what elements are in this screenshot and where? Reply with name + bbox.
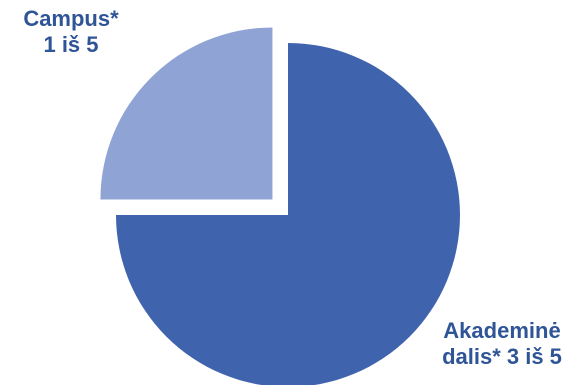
data-label-campus-line-1: Campus* <box>23 6 119 31</box>
data-label-akademine-dalis-line-2: dalis* 3 iš 5 <box>442 344 562 369</box>
pie-slice-akademine-dalis <box>116 43 460 385</box>
data-label-akademine-dalis-line-1: Akademinė <box>443 318 561 343</box>
data-label-akademine-dalis: Akademinė dalis* 3 iš 5 <box>418 318 579 370</box>
data-label-campus-line-2: 1 iš 5 <box>43 32 99 57</box>
data-label-campus: Campus* 1 iš 5 <box>6 6 136 58</box>
pie-slice-campus <box>100 27 273 200</box>
